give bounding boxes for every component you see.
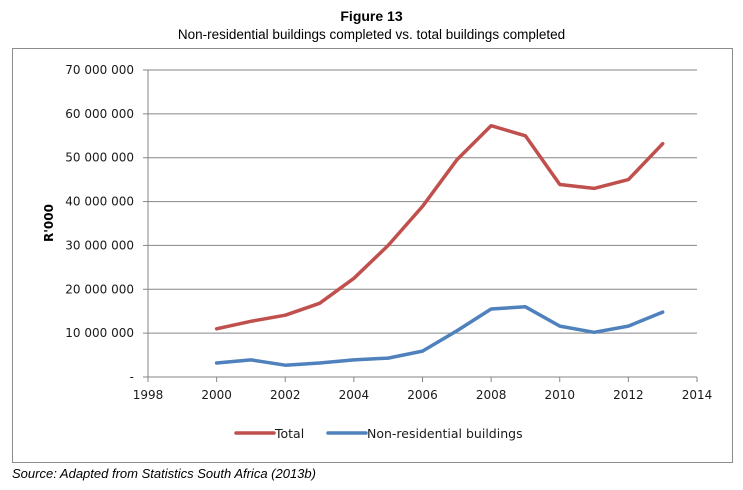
- y-axis-title: R'000: [42, 204, 56, 242]
- y-tick-label: 30 000 000: [65, 238, 134, 252]
- y-tick-label: 10 000 000: [65, 326, 134, 340]
- chart-frame: [12, 48, 733, 463]
- series-line-total: [214, 123, 665, 331]
- legend-label: Total: [274, 426, 304, 441]
- x-tick-label: 1998: [133, 388, 164, 402]
- y-tick-label: 40 000 000: [65, 195, 134, 209]
- x-tick-label: 2010: [544, 388, 575, 402]
- series-line-non-residential: [214, 305, 665, 367]
- gridlines: [148, 69, 697, 334]
- figure-title: Figure 13: [340, 8, 403, 24]
- legend-item: Non-residential buildings: [326, 426, 523, 441]
- x-tick-label: 2008: [476, 388, 507, 402]
- legend: Total Non-residential buildings: [234, 426, 523, 441]
- axes: [143, 69, 698, 382]
- x-tick-label: 2000: [201, 388, 232, 402]
- x-tick-label: 2006: [407, 388, 438, 402]
- x-tick-label: 2004: [339, 388, 370, 402]
- x-tick-label: 2012: [613, 388, 644, 402]
- figure-subtitle: Non-residential buildings completed vs. …: [177, 27, 566, 42]
- x-tick-label: 2014: [682, 388, 713, 402]
- x-axis-tick-labels: 1998 2000 2002 2004 2006 2008 2010 2012 2014: [133, 388, 713, 402]
- y-tick-label: 20 000 000: [65, 282, 134, 296]
- y-tick-label: 70 000 000: [65, 63, 134, 77]
- series-lines: [214, 123, 665, 367]
- x-tick-label: 2002: [270, 388, 301, 402]
- source-note: Source: Adapted from Statistics South Af…: [12, 466, 316, 481]
- y-tick-label: -: [130, 370, 134, 384]
- y-tick-label: 50 000 000: [65, 151, 134, 165]
- legend-label: Non-residential buildings: [367, 426, 523, 441]
- y-axis-tick-labels: - 10 000 000 20 000 000 30 000 000 40 000 00…: [65, 63, 134, 384]
- legend-item: Total: [234, 426, 304, 441]
- y-tick-label: 60 000 000: [65, 107, 134, 121]
